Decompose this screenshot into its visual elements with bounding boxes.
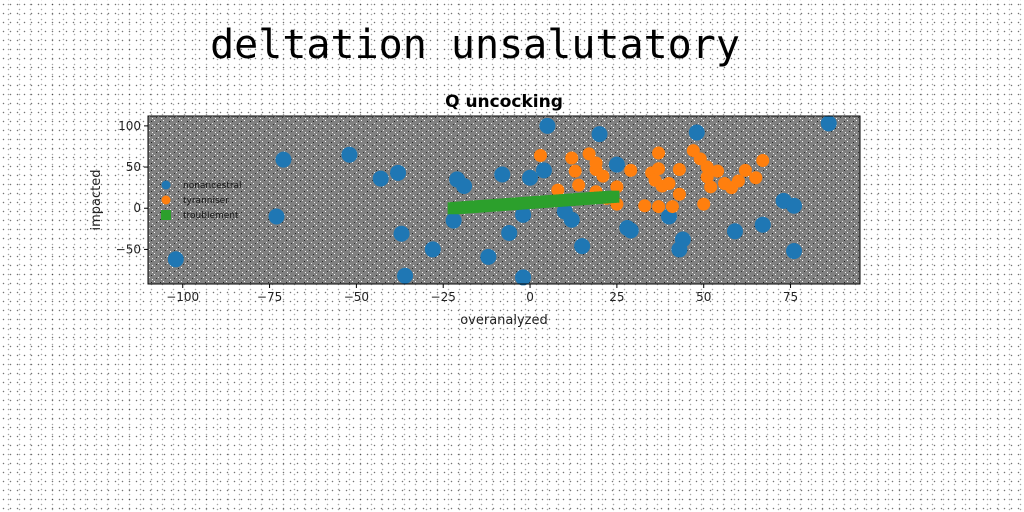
nonancestral-point <box>372 170 389 187</box>
x-tick-label: −50 <box>344 290 369 304</box>
nonancestral-point <box>522 169 539 186</box>
tyranniser-point <box>672 163 686 177</box>
nonancestral-point <box>445 212 462 229</box>
nonancestral-point <box>622 222 639 239</box>
nonancestral-point <box>268 208 285 225</box>
tyranniser-point <box>711 164 725 178</box>
chart-legend: nonancestral tyranniser troublement <box>161 180 242 221</box>
chart-marks <box>167 115 837 286</box>
tyranniser-point <box>704 180 718 194</box>
nonancestral-point <box>563 211 580 228</box>
legend-label-troublement: troublement <box>183 211 239 221</box>
nonancestral-point <box>501 224 518 241</box>
x-tick-label: −75 <box>257 290 282 304</box>
tyranniser-point <box>738 163 752 177</box>
legend-marker-troublement <box>161 210 171 220</box>
x-tick-label: −25 <box>431 290 456 304</box>
nonancestral-point <box>688 124 705 141</box>
nonancestral-point <box>456 178 473 194</box>
tyranniser-point <box>731 174 745 188</box>
plot-frame <box>147 115 861 285</box>
tyranniser-point <box>624 163 638 177</box>
troublement-point <box>607 190 620 203</box>
nonancestral-point <box>515 269 532 286</box>
nonancestral-point <box>341 146 358 163</box>
tyranniser-point <box>665 200 679 214</box>
nonancestral-point <box>390 164 407 181</box>
tyranniser-point <box>565 151 579 165</box>
nonancestral-point <box>275 151 292 168</box>
nonancestral-point <box>397 267 414 284</box>
y-axis-label: impacted <box>89 170 104 231</box>
chart-axes: −100 −75 −50 −25 0 25 50 75 −50 0 50 100 <box>116 119 799 304</box>
tyranniser-point <box>596 169 610 183</box>
tyranniser-point <box>568 164 582 178</box>
tyranniser-point <box>697 197 711 211</box>
nonancestral-point <box>574 238 591 255</box>
tyranniser-point <box>572 178 586 192</box>
tyranniser-point <box>652 162 666 176</box>
nonancestral-point <box>820 115 837 132</box>
tyranniser-point <box>652 146 666 160</box>
tyranniser-point <box>652 200 666 214</box>
nonancestral-point <box>608 156 625 173</box>
tyranniser-point <box>551 183 565 197</box>
nonancestral-point <box>671 241 688 258</box>
nonancestral-point <box>167 251 184 268</box>
tyranniser-point <box>749 171 763 185</box>
nonancestral-point <box>754 216 771 233</box>
tyranniser-point <box>638 199 652 213</box>
tyranniser-point <box>756 153 770 167</box>
x-tick-label: 0 <box>526 290 534 304</box>
tyranniser-point <box>610 180 624 194</box>
x-tick-label: 25 <box>609 290 624 304</box>
tyranniser-point <box>700 160 714 174</box>
tyranniser-point <box>662 177 676 191</box>
x-tick-label: −100 <box>166 290 199 304</box>
x-tick-label: 75 <box>783 290 798 304</box>
y-tick-label: −50 <box>116 242 141 256</box>
nonancestral-point <box>494 166 511 183</box>
nonancestral-point <box>535 162 552 179</box>
y-tick-label: 50 <box>126 160 141 174</box>
tyranniser-point <box>589 156 603 170</box>
tyranniser-point <box>672 187 686 201</box>
nonancestral-point <box>786 243 803 260</box>
y-tick-label: 0 <box>133 201 141 215</box>
chart-title: Q uncocking <box>445 92 563 112</box>
tyranniser-point <box>582 147 596 161</box>
tyranniser-point <box>700 170 714 184</box>
nonancestral-point <box>591 126 608 143</box>
nonancestral-point <box>424 241 441 258</box>
tyranniser-point <box>533 149 547 163</box>
nonancestral-point <box>480 248 497 265</box>
y-tick-label: 100 <box>118 119 141 133</box>
nonancestral-point <box>539 117 556 134</box>
nonancestral-point <box>786 197 803 214</box>
x-axis-label: overanalyzed <box>460 313 548 328</box>
legend-marker-nonancestral <box>161 180 171 190</box>
legend-marker-tyranniser <box>161 195 171 205</box>
legend-label-tyranniser: tyranniser <box>183 196 229 206</box>
x-tick-label: 50 <box>696 290 711 304</box>
nonancestral-point <box>393 225 410 242</box>
nonancestral-point <box>515 206 532 223</box>
legend-label-nonancestral: nonancestral <box>183 181 242 191</box>
page-headline: deltation unsalutatory <box>210 22 740 68</box>
nonancestral-point <box>726 223 743 240</box>
